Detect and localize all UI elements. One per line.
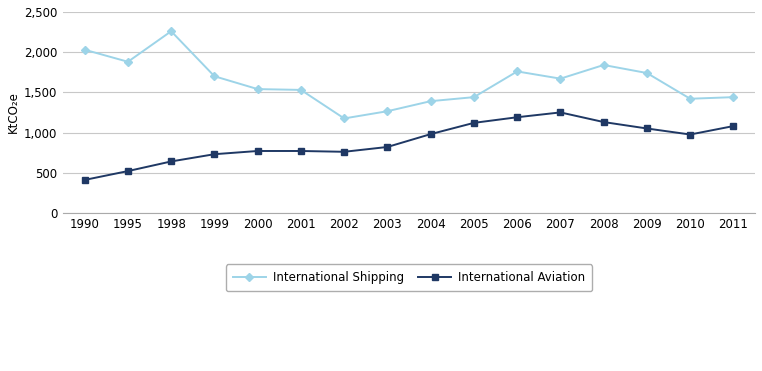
International Shipping (340, 116, 349, 121)
International Shipping (383, 109, 392, 114)
International Aviation (296, 149, 306, 153)
Y-axis label: KtCO₂e: KtCO₂e (7, 92, 20, 133)
International Shipping (296, 88, 306, 92)
International Shipping (686, 96, 695, 101)
International Shipping (555, 76, 565, 81)
International Shipping (80, 47, 89, 52)
International Shipping (729, 95, 738, 99)
Line: International Aviation: International Aviation (82, 109, 737, 183)
Legend: International Shipping, International Aviation: International Shipping, International Av… (226, 264, 593, 291)
International Aviation (686, 132, 695, 137)
International Aviation (210, 152, 219, 157)
International Aviation (642, 126, 652, 131)
International Shipping (167, 29, 176, 33)
International Shipping (426, 99, 435, 104)
International Shipping (642, 71, 652, 75)
International Shipping (469, 95, 479, 99)
International Aviation (469, 121, 479, 125)
International Aviation (513, 115, 522, 119)
International Aviation (383, 145, 392, 149)
International Aviation (253, 149, 262, 153)
International Aviation (729, 124, 738, 128)
International Aviation (167, 159, 176, 164)
International Shipping (253, 87, 262, 91)
International Shipping (123, 60, 133, 64)
International Shipping (599, 63, 608, 67)
International Shipping (513, 69, 522, 74)
International Aviation (426, 132, 435, 136)
International Shipping (210, 74, 219, 79)
International Aviation (80, 178, 89, 182)
International Aviation (340, 150, 349, 154)
International Aviation (599, 120, 608, 124)
Line: International Shipping: International Shipping (82, 28, 737, 122)
International Aviation (555, 110, 565, 115)
International Aviation (123, 169, 133, 173)
